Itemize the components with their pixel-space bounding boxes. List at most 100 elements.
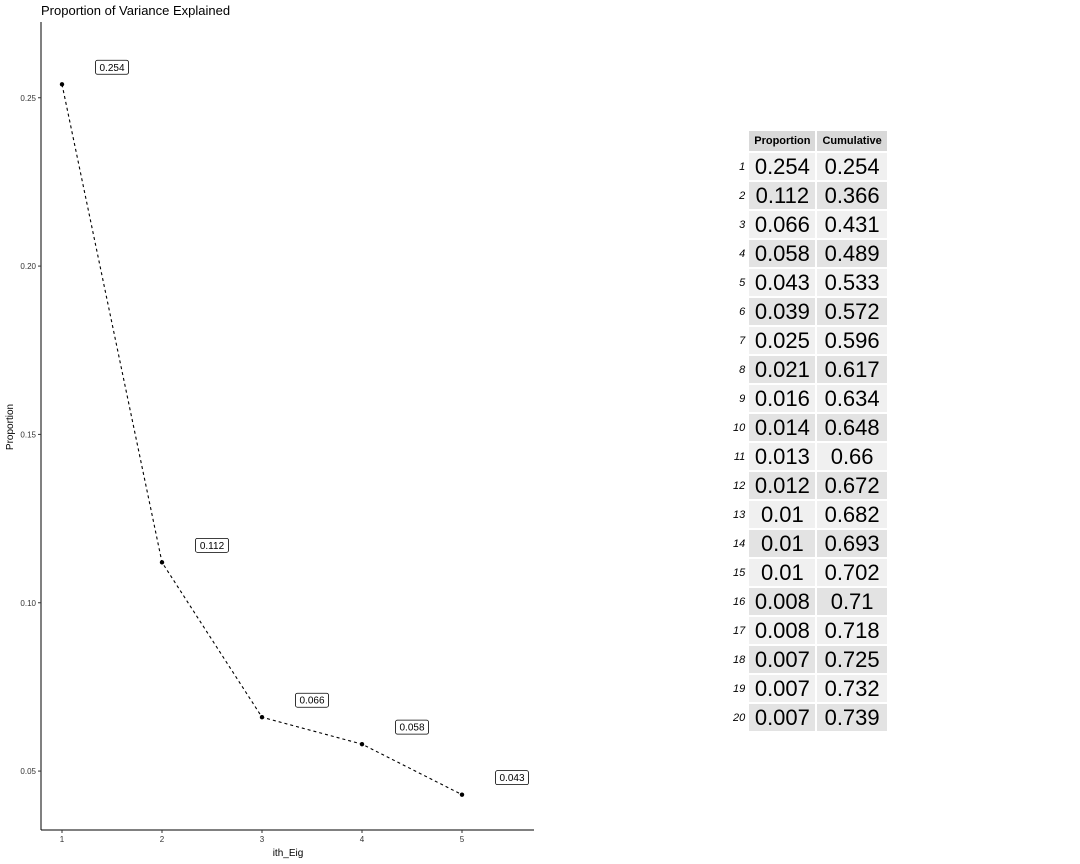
row-name: 11 bbox=[733, 450, 746, 463]
table-row: 10 0.014 0.648 bbox=[733, 414, 887, 441]
row-name: 13 bbox=[733, 508, 746, 521]
table-row: 16 0.008 0.71 bbox=[733, 588, 887, 615]
row-name: 20 bbox=[733, 711, 746, 724]
chart-title: Proportion of Variance Explained bbox=[41, 3, 230, 18]
data-point bbox=[159, 560, 165, 565]
cumulative-cell: 0.702 bbox=[817, 559, 887, 586]
table-row: 11 0.013 0.66 bbox=[733, 443, 887, 470]
proportion-cell: 0.112 bbox=[749, 182, 816, 209]
proportion-cell: 0.01 bbox=[749, 559, 816, 586]
row-name: 1 bbox=[739, 160, 746, 173]
row-name: 6 bbox=[739, 305, 746, 318]
row-name: 12 bbox=[733, 479, 746, 492]
table-row: 2 0.112 0.366 bbox=[733, 182, 887, 209]
y-tick-label: 0.15 bbox=[20, 430, 36, 439]
proportion-cell: 0.021 bbox=[749, 356, 816, 383]
table-row: 1 0.254 0.254 bbox=[733, 153, 887, 180]
row-name: 8 bbox=[739, 363, 746, 376]
cumulative-cell: 0.254 bbox=[817, 153, 887, 180]
row-name: 9 bbox=[739, 392, 746, 405]
data-label-box bbox=[295, 692, 329, 708]
cumulative-cell: 0.732 bbox=[817, 675, 887, 702]
cumulative-cell: 0.71 bbox=[817, 588, 887, 615]
row-name: 17 bbox=[733, 624, 746, 637]
y-tick-label: 0.25 bbox=[20, 94, 36, 103]
x-tick-label: 3 bbox=[260, 835, 265, 844]
data-label: 0.066 bbox=[299, 696, 324, 707]
proportion-cell: 0.008 bbox=[749, 617, 816, 644]
x-axis-title: ith_Eig bbox=[273, 848, 304, 859]
proportion-cell: 0.058 bbox=[749, 240, 816, 267]
table-row: 7 0.025 0.596 bbox=[733, 327, 887, 354]
table-row: 5 0.043 0.533 bbox=[733, 269, 887, 296]
proportion-cell: 0.039 bbox=[749, 298, 816, 325]
table-row: 8 0.021 0.617 bbox=[733, 356, 887, 383]
row-name: 16 bbox=[733, 595, 746, 608]
proportion-cell: 0.025 bbox=[749, 327, 816, 354]
proportion-cell: 0.007 bbox=[749, 675, 816, 702]
data-point bbox=[259, 715, 265, 720]
data-label: 0.058 bbox=[399, 723, 424, 734]
table-corner bbox=[733, 131, 747, 151]
proportion-cell: 0.01 bbox=[749, 501, 816, 528]
proportion-cell: 0.008 bbox=[749, 588, 816, 615]
data-label-box bbox=[395, 719, 429, 735]
cumulative-cell: 0.648 bbox=[817, 414, 887, 441]
cumulative-cell: 0.66 bbox=[817, 443, 887, 470]
row-name: 5 bbox=[739, 276, 746, 289]
table-header-row: Proportion Cumulative bbox=[733, 131, 887, 151]
row-name: 4 bbox=[739, 247, 746, 260]
cumulative-cell: 0.672 bbox=[817, 472, 887, 499]
cumulative-cell: 0.634 bbox=[817, 385, 887, 412]
cumulative-cell: 0.725 bbox=[817, 646, 887, 673]
row-name: 15 bbox=[733, 566, 746, 579]
table-row: 3 0.066 0.431 bbox=[733, 211, 887, 238]
row-name: 3 bbox=[739, 218, 746, 231]
table-row: 4 0.058 0.489 bbox=[733, 240, 887, 267]
column-header-cumulative: Cumulative bbox=[817, 131, 887, 151]
y-tick-label: 0.05 bbox=[20, 767, 36, 776]
proportion-cell: 0.007 bbox=[749, 646, 816, 673]
variance-table: Proportion Cumulative 1 0.254 0.254 2 0.112 0… bbox=[731, 129, 889, 733]
table-row: 9 0.016 0.634 bbox=[733, 385, 887, 412]
cumulative-cell: 0.682 bbox=[817, 501, 887, 528]
data-point bbox=[359, 741, 365, 747]
row-name: 19 bbox=[733, 682, 746, 695]
row-name: 18 bbox=[733, 653, 746, 666]
table-row: 13 0.01 0.682 bbox=[733, 501, 887, 528]
table-body: 1 0.254 0.254 2 0.112 0.366 3 0.066 0.431 4 0.058 0… bbox=[733, 153, 887, 731]
cumulative-cell: 0.533 bbox=[817, 269, 887, 296]
proportion-cell: 0.016 bbox=[749, 385, 816, 412]
column-header-proportion: Proportion bbox=[749, 131, 816, 151]
proportion-cell: 0.01 bbox=[749, 530, 816, 557]
series-line bbox=[61, 84, 463, 796]
table-row: 19 0.007 0.732 bbox=[733, 675, 887, 702]
y-tick-label: 0.20 bbox=[20, 262, 36, 271]
cumulative-cell: 0.572 bbox=[817, 298, 887, 325]
cumulative-cell: 0.693 bbox=[817, 530, 887, 557]
cumulative-cell: 0.617 bbox=[817, 356, 887, 383]
proportion-cell: 0.007 bbox=[749, 704, 816, 731]
proportion-cell: 0.066 bbox=[749, 211, 816, 238]
table-row: 20 0.007 0.739 bbox=[733, 704, 887, 731]
table-row: 18 0.007 0.725 bbox=[733, 646, 887, 673]
proportion-cell: 0.014 bbox=[749, 414, 816, 441]
table-row: 6 0.039 0.572 bbox=[733, 298, 887, 325]
x-tick-label: 2 bbox=[160, 835, 165, 844]
data-label: 0.112 bbox=[200, 541, 225, 552]
proportion-cell: 0.043 bbox=[749, 269, 816, 296]
y-axis-title: Proportion bbox=[5, 404, 16, 450]
proportion-cell: 0.013 bbox=[749, 443, 816, 470]
data-label: 0.043 bbox=[499, 773, 524, 784]
row-name: 7 bbox=[739, 334, 746, 347]
cumulative-cell: 0.739 bbox=[817, 704, 887, 731]
y-tick-label: 0.10 bbox=[20, 599, 36, 608]
row-name: 14 bbox=[733, 537, 746, 550]
data-label-box bbox=[95, 59, 129, 75]
x-tick-label: 5 bbox=[460, 835, 465, 844]
proportion-cell: 0.254 bbox=[749, 153, 816, 180]
cumulative-cell: 0.431 bbox=[817, 211, 887, 238]
row-name: 10 bbox=[733, 421, 746, 434]
x-tick-label: 1 bbox=[60, 835, 65, 844]
